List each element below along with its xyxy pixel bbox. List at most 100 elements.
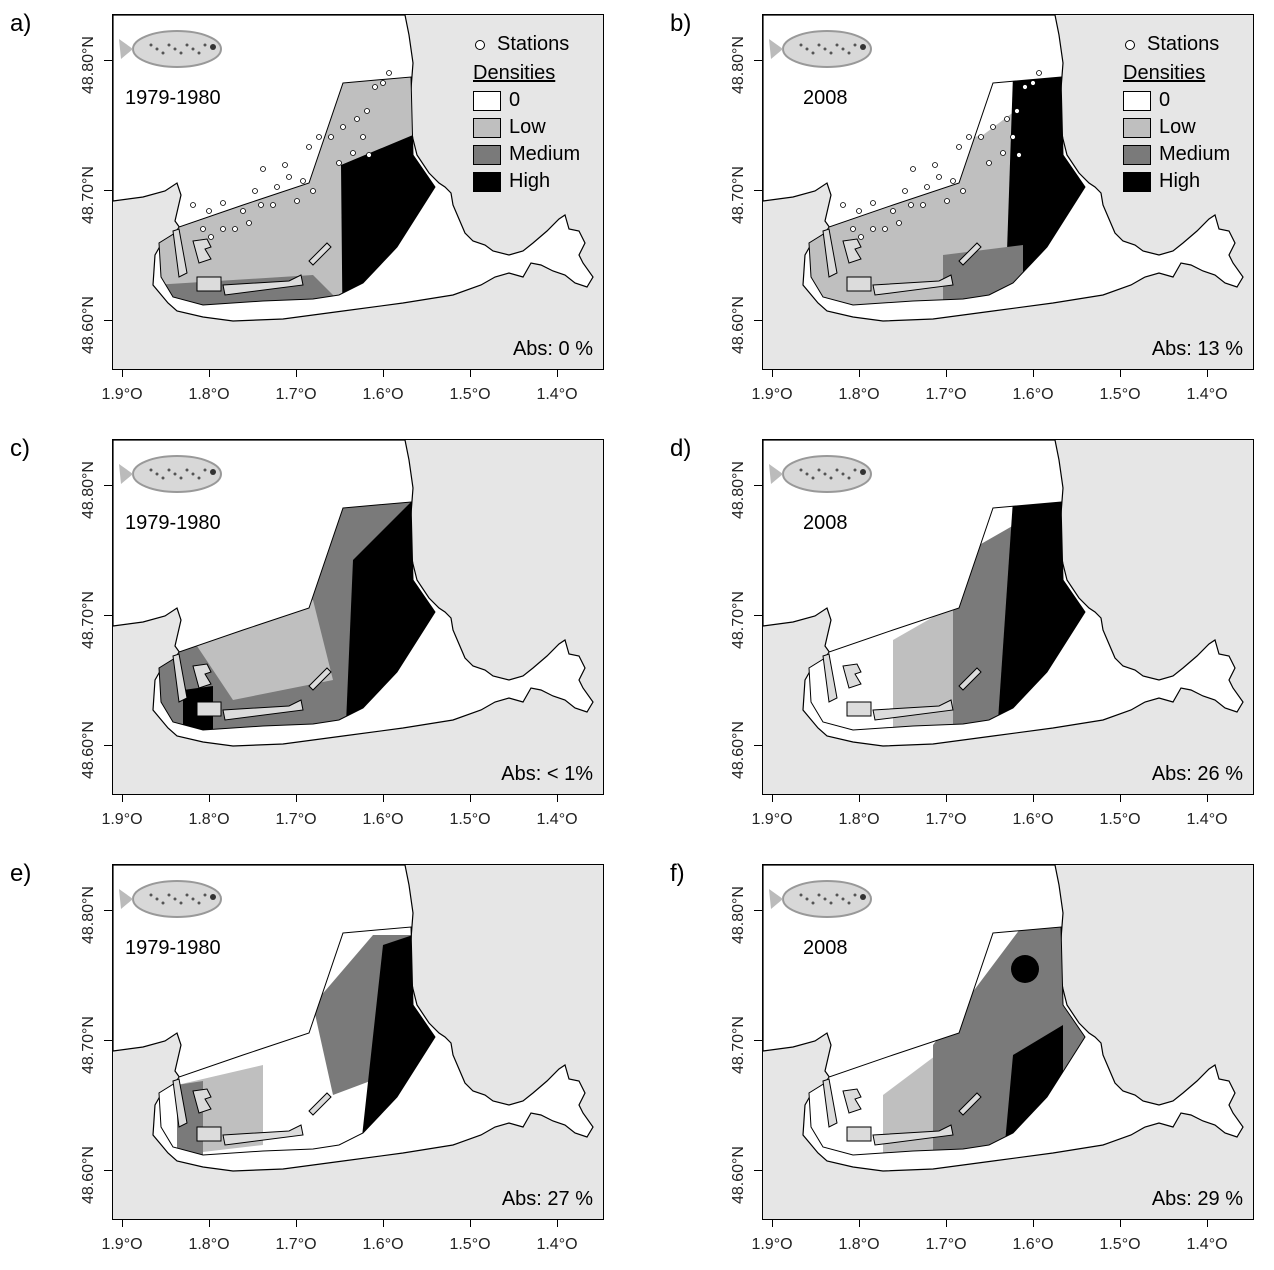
station-point [328, 134, 334, 140]
station-point [1036, 70, 1042, 76]
harbour-structure [842, 663, 862, 689]
y-tick-mark [104, 1170, 112, 1171]
y-tick-mark [104, 745, 112, 746]
map-frame: 1979-1980 Abs: < 1% [112, 439, 604, 795]
x-tick-mark [1033, 369, 1034, 377]
x-tick-label: 1.4°O [1186, 1236, 1228, 1253]
x-tick-label: 1.5°O [1099, 811, 1141, 828]
map [113, 440, 603, 794]
legend-item: High [1123, 168, 1230, 195]
harbour-structure [196, 701, 222, 717]
x-tick-label: 1.9°O [751, 1236, 793, 1253]
x-tick-mark [209, 1219, 210, 1227]
x-tick-mark [296, 369, 297, 377]
station-point [286, 174, 292, 180]
x-tick-mark [557, 794, 558, 802]
y-tick-mark [754, 1040, 762, 1041]
legend-swatch [473, 171, 501, 192]
x-tick-mark [296, 1219, 297, 1227]
y-tick-label: 48.60°N [730, 721, 747, 779]
y-tick-mark [104, 1040, 112, 1041]
x-tick-label: 1.7°O [925, 1236, 967, 1253]
density-zone [1011, 955, 1039, 983]
station-point [950, 178, 956, 184]
fish-illustration [117, 19, 237, 79]
y-tick-label: 48.60°N [80, 296, 97, 354]
map-panel: e) 1979-1980 Abs: 27 % 1.9°O 1.8°O 1.7°O 1.6°O… [0, 850, 620, 1270]
harbour-structure [192, 238, 212, 264]
x-tick-label: 1.8°O [838, 811, 880, 828]
y-tick-label: 48.70°N [80, 166, 97, 224]
legend-item-label: Medium [1159, 143, 1231, 165]
station-point [902, 188, 908, 194]
fish-illustration [767, 869, 887, 929]
y-tick-mark [754, 615, 762, 616]
x-tick-mark [383, 794, 384, 802]
harbour-structure [822, 228, 838, 278]
x-tick-label: 1.5°O [449, 811, 491, 828]
legend-swatch [1123, 144, 1151, 165]
legend-item-label: Low [1159, 116, 1196, 138]
y-tick-label: 48.60°N [730, 296, 747, 354]
y-tick-label: 48.60°N [80, 1146, 97, 1204]
station-point [350, 150, 356, 156]
legend-title: Densities [473, 62, 556, 84]
harbour-structure [196, 276, 222, 292]
map-panel: c) 1979-1980 Abs: < 1% 1.9°O 1.8°O 1.7°O 1.6°O… [0, 425, 620, 845]
map [763, 15, 1253, 369]
station-point [858, 234, 864, 240]
x-tick-label: 1.5°O [1099, 1236, 1141, 1253]
harbour-structure [958, 242, 982, 266]
legend-swatch [473, 117, 501, 138]
station-point [200, 226, 206, 232]
x-tick-label: 1.4°O [1186, 811, 1228, 828]
harbour-structure [192, 1088, 212, 1114]
legend-item-label: High [1159, 170, 1201, 192]
y-tick-mark [104, 320, 112, 321]
absence-percentage: Abs: < 1% [501, 763, 593, 785]
station-point [372, 84, 378, 90]
period-label: 1979-1980 [125, 937, 221, 959]
station-point [240, 208, 246, 214]
station-point [306, 144, 312, 150]
legend-swatch [1123, 171, 1151, 192]
y-tick-label: 48.80°N [730, 886, 747, 944]
x-tick-mark [772, 794, 773, 802]
x-tick-mark [1207, 794, 1208, 802]
station-point [1014, 108, 1020, 114]
fish-illustration [767, 444, 887, 504]
station-point [1022, 84, 1028, 90]
harbour-structure [958, 667, 982, 691]
station-point [336, 160, 342, 166]
x-tick-mark [383, 369, 384, 377]
x-tick-label: 1.4°O [536, 386, 578, 403]
x-tick-mark [1120, 794, 1121, 802]
harbour-structure [872, 699, 954, 721]
station-point [924, 184, 930, 190]
y-tick-mark [754, 320, 762, 321]
harbour-structure [872, 274, 954, 296]
station-point [944, 198, 950, 204]
survey-boundary [158, 76, 436, 306]
x-tick-label: 1.8°O [188, 811, 230, 828]
x-tick-label: 1.9°O [751, 386, 793, 403]
x-tick-mark [1033, 1219, 1034, 1227]
x-tick-label: 1.7°O [925, 386, 967, 403]
station-point [932, 162, 938, 168]
map-frame: 2008 Abs: 26 % [762, 439, 1254, 795]
harbour-structure [308, 1092, 332, 1116]
station-point [246, 220, 252, 226]
x-tick-mark [296, 794, 297, 802]
station-point [960, 188, 966, 194]
x-tick-mark [946, 1219, 947, 1227]
map-panel: d) 2008 Abs: 26 % 1.9°O 1.8°O 1.7°O 1.6°O 1.5°O… [650, 425, 1270, 845]
x-tick-label: 1.8°O [188, 386, 230, 403]
x-tick-label: 1.4°O [536, 1236, 578, 1253]
fish-icon [119, 880, 222, 918]
x-tick-mark [1120, 369, 1121, 377]
harbour-structure [958, 1092, 982, 1116]
period-label: 2008 [803, 937, 848, 959]
x-tick-label: 1.9°O [101, 811, 143, 828]
station-point [270, 202, 276, 208]
x-tick-label: 1.6°O [1012, 1236, 1054, 1253]
